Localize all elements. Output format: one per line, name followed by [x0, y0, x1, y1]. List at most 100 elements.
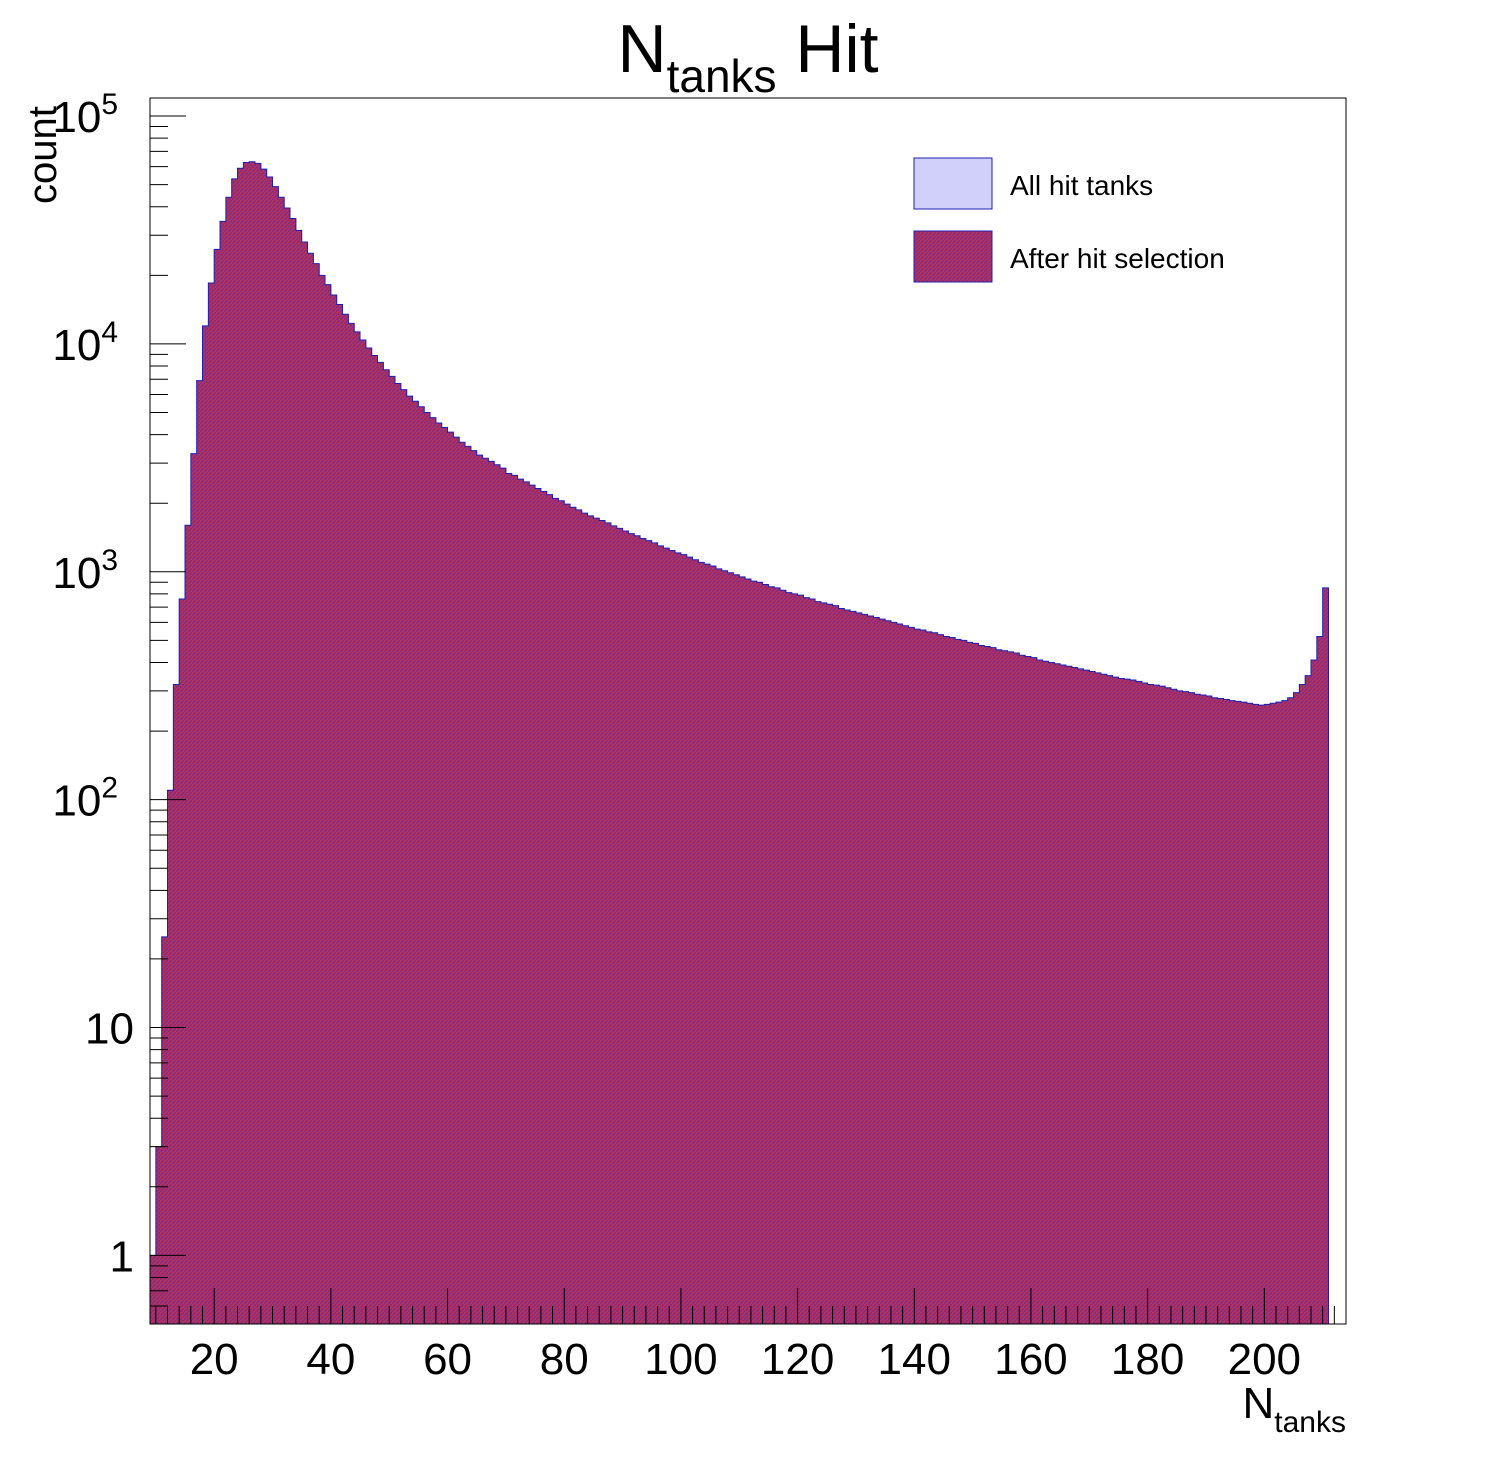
- bar-selected-102: [745, 578, 752, 1324]
- bar-selected-172: [1153, 685, 1160, 1324]
- axes: 1 10 102 103 104 105 20 40 60 80 100 120 140 160 180 20…: [52, 88, 1347, 1384]
- bar-selected-151: [1030, 657, 1038, 1324]
- legend: All hit tanks After hit selection: [913, 157, 1225, 283]
- bar-selected-87: [657, 545, 664, 1324]
- bar-selected-138: [955, 639, 962, 1324]
- bar-selected-89: [669, 550, 676, 1324]
- bar-selected-170: [1141, 683, 1149, 1324]
- bar-selected-143: [984, 646, 991, 1324]
- bar-selected-88: [663, 548, 670, 1324]
- bar-selected-96: [710, 566, 717, 1324]
- x-tick-label: 200: [1228, 1335, 1301, 1384]
- bar-selected-55: [470, 450, 478, 1324]
- bar-selected-46: [418, 406, 425, 1324]
- bar-selected-45: [412, 401, 419, 1324]
- bar-selected-103: [750, 581, 758, 1324]
- bar-selected-95: [704, 564, 711, 1324]
- bar-selected-65: [529, 485, 536, 1325]
- bar-selected-64: [523, 481, 530, 1325]
- bar-selected-31: [330, 294, 338, 1324]
- bar-selected-110: [791, 593, 798, 1324]
- bar-selected-183: [1217, 698, 1224, 1324]
- bar-selected-98: [721, 570, 728, 1324]
- bar-selected-48: [430, 417, 437, 1325]
- bar-selected-180: [1200, 694, 1207, 1324]
- bar-selected-67: [540, 491, 548, 1325]
- bar-selected-50: [441, 427, 448, 1324]
- bar-selected-75: [587, 515, 594, 1324]
- bar-selected-4: [173, 684, 180, 1324]
- bar-selected-40: [383, 369, 390, 1324]
- x-tick-label: 80: [540, 1335, 589, 1384]
- bar-selected-199: [1310, 660, 1318, 1324]
- bar-selected-196: [1293, 692, 1300, 1324]
- legend-label-after-hit-selection: After hit selection: [1010, 243, 1225, 274]
- bar-selected-123: [867, 615, 874, 1324]
- bar-selected-121: [855, 612, 863, 1324]
- bar-selected-164: [1106, 675, 1114, 1324]
- bar-selected-175: [1170, 689, 1178, 1324]
- bar-selected-39: [377, 362, 384, 1325]
- bar-selected-116: [826, 604, 833, 1324]
- x-tick-label: 20: [190, 1335, 239, 1384]
- bar-selected-188: [1246, 703, 1254, 1324]
- bar-selected-61: [505, 473, 513, 1325]
- bar-selected-184: [1223, 699, 1230, 1324]
- bar-selected-92: [686, 557, 693, 1324]
- legend-swatch-after-hit-selection: [913, 230, 993, 283]
- bar-selected-97: [715, 568, 723, 1324]
- bar-selected-66: [535, 488, 542, 1324]
- bar-selected-112: [803, 597, 810, 1324]
- bar-selected-125: [879, 619, 886, 1324]
- x-axis-label: Ntanks: [1243, 1379, 1347, 1439]
- bar-selected-165: [1112, 677, 1119, 1324]
- bar-selected-79: [610, 525, 618, 1324]
- bar-selected-195: [1287, 697, 1294, 1324]
- bar-selected-100: [733, 574, 740, 1324]
- bar-selected-115: [820, 602, 828, 1324]
- bar-selected-30: [325, 284, 332, 1324]
- bar-selected-3: [167, 790, 174, 1324]
- bar-selected-27: [307, 253, 314, 1325]
- bar-selected-11: [214, 249, 221, 1324]
- bar-selected-182: [1211, 697, 1219, 1324]
- bar-selected-163: [1100, 674, 1108, 1324]
- bar-selected-10: [208, 283, 215, 1324]
- bar-selected-33: [342, 314, 349, 1325]
- legend-swatch-all-hit-tanks: [913, 157, 993, 210]
- y-tick-label: 104: [52, 316, 118, 370]
- bar-selected-134: [931, 632, 939, 1324]
- x-tick-label: 160: [994, 1335, 1067, 1384]
- bar-selected-36: [360, 340, 367, 1324]
- bar-selected-44: [406, 396, 413, 1324]
- bar-selected-133: [925, 631, 933, 1324]
- bar-selected-139: [960, 640, 968, 1324]
- bar-selected-130: [908, 627, 915, 1324]
- bar-selected-181: [1205, 696, 1213, 1324]
- bar-selected-76: [593, 518, 600, 1324]
- bar-selected-78: [605, 522, 612, 1324]
- bar-selected-71: [564, 504, 571, 1324]
- bar-selected-187: [1240, 702, 1248, 1324]
- bar-selected-54: [465, 446, 472, 1324]
- y-axis-label: count: [21, 106, 65, 204]
- bar-selected-129: [902, 625, 909, 1324]
- bar-selected-109: [785, 592, 793, 1324]
- bar-selected-105: [762, 584, 769, 1324]
- bar-selected-156: [1060, 664, 1067, 1324]
- bar-selected-56: [476, 455, 483, 1325]
- bar-selected-186: [1235, 701, 1242, 1324]
- bar-selected-173: [1159, 686, 1166, 1324]
- bar-selected-22: [278, 197, 285, 1324]
- bar-selected-194: [1281, 700, 1289, 1324]
- bar-selected-189: [1252, 704, 1259, 1324]
- bar-selected-42: [395, 383, 402, 1324]
- bar-selected-12: [220, 221, 227, 1324]
- bar-selected-74: [581, 513, 588, 1324]
- bar-selected-84: [640, 538, 647, 1324]
- bar-selected-120: [850, 611, 857, 1324]
- bar-selected-70: [558, 500, 565, 1324]
- bar-selected-162: [1095, 672, 1102, 1324]
- bar-selected-52: [453, 437, 460, 1325]
- bar-selected-141: [972, 643, 979, 1324]
